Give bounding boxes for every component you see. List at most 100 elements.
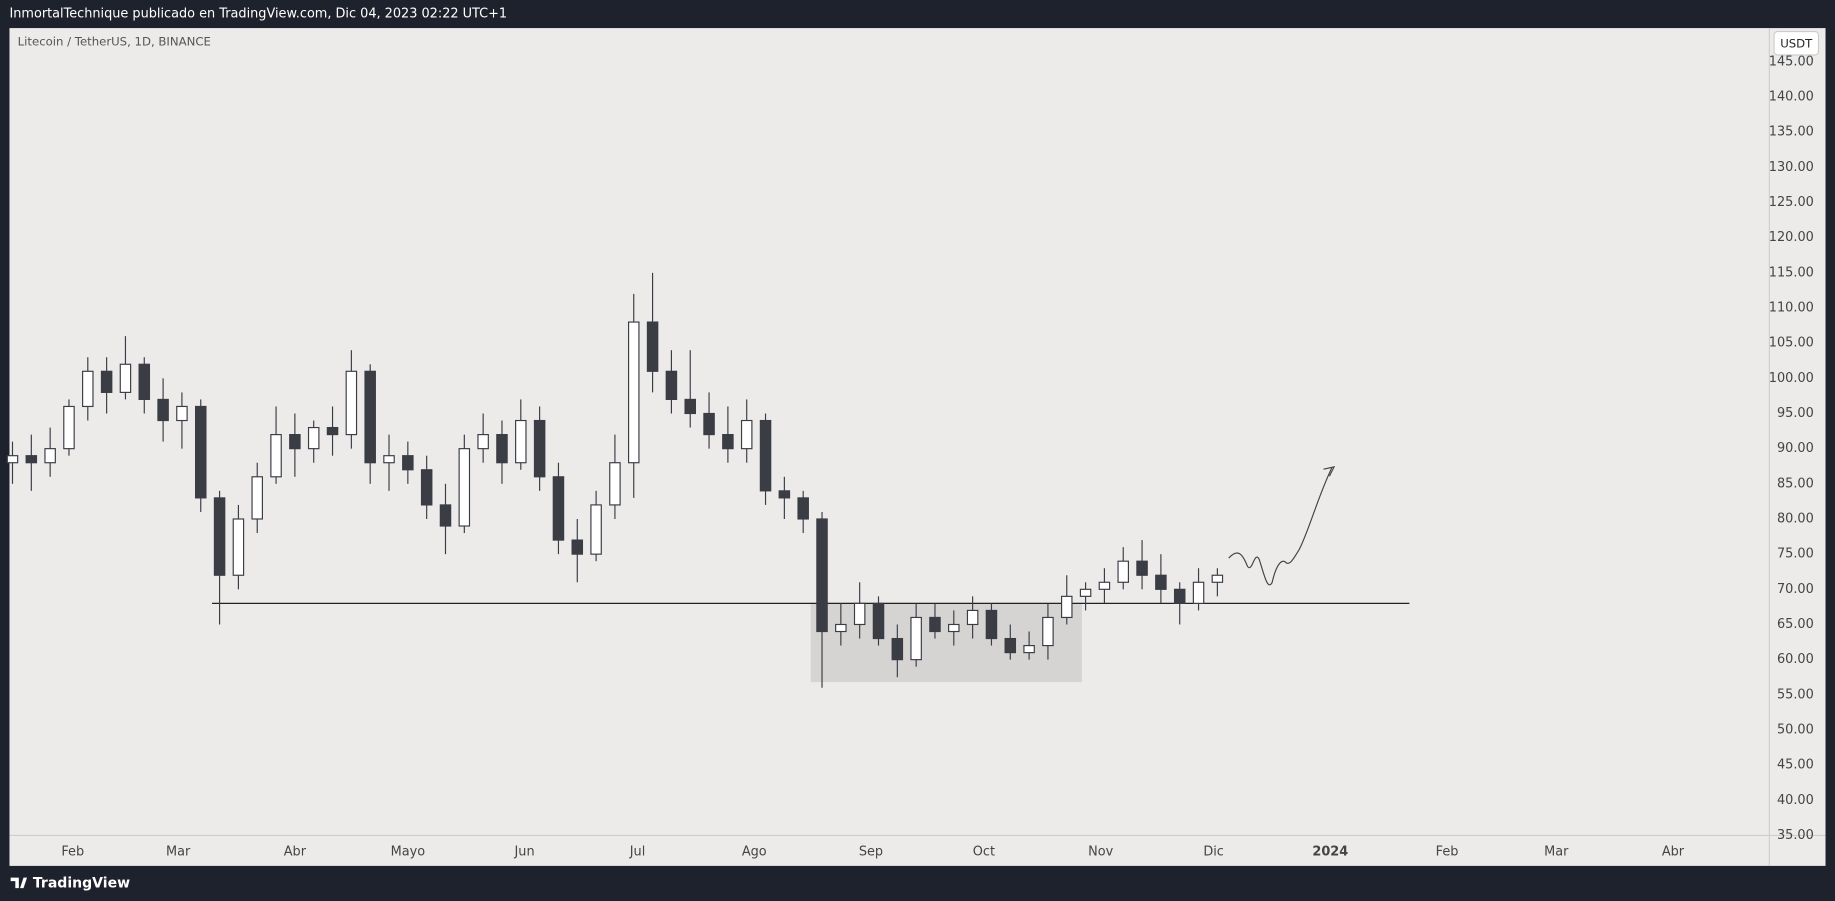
- candle: [63, 399, 75, 456]
- candle-body: [929, 616, 941, 633]
- y-tick-label: 145.00: [1769, 54, 1814, 69]
- candle: [1060, 575, 1073, 625]
- footer-logo[interactable]: TradingView: [10, 875, 130, 891]
- candle: [6, 441, 19, 484]
- candle: [816, 511, 828, 688]
- candle-body: [364, 370, 376, 464]
- y-tick-label: 65.00: [1777, 617, 1814, 632]
- y-tick-label: 95.00: [1777, 406, 1814, 421]
- candle-body: [345, 370, 358, 436]
- candle-body: [590, 504, 602, 555]
- candle: [194, 399, 207, 512]
- candle-body: [82, 370, 94, 408]
- candle-body: [646, 321, 659, 372]
- y-tick-label: 75.00: [1777, 547, 1814, 562]
- candle-body: [778, 490, 791, 499]
- y-tick-label: 85.00: [1777, 476, 1814, 491]
- candle-body: [1117, 560, 1130, 583]
- logo-icon[interactable]: [10, 877, 28, 889]
- candle-body: [1098, 581, 1111, 590]
- candle-body: [496, 434, 508, 464]
- symbol-title: Litecoin / TetherUS, 1D, BINANCE: [18, 35, 211, 49]
- candle: [119, 336, 132, 400]
- candle-body: [1060, 595, 1073, 619]
- x-tick-label: Mar: [1544, 844, 1569, 859]
- candle-body: [816, 518, 828, 633]
- candle-body: [194, 405, 207, 499]
- projection-sketch: [1228, 466, 1336, 586]
- x-tick-label: Abr: [1662, 844, 1685, 859]
- candle-body: [402, 455, 414, 471]
- candle-body: [703, 412, 715, 436]
- candle-body: [665, 370, 678, 401]
- x-tick-label: 2024: [1312, 844, 1348, 859]
- y-tick-label: 70.00: [1777, 582, 1814, 597]
- candle: [929, 603, 941, 639]
- y-tick-label: 60.00: [1777, 652, 1814, 667]
- candle: [1155, 554, 1167, 604]
- candle-body: [44, 448, 56, 464]
- candle: [1023, 631, 1035, 660]
- candle-body: [627, 321, 640, 464]
- y-tick-label: 130.00: [1769, 160, 1814, 175]
- candle-body: [872, 602, 885, 640]
- candle-body: [439, 504, 452, 527]
- candle-body: [853, 602, 866, 626]
- candle-body: [1004, 637, 1017, 654]
- candle: [251, 462, 263, 534]
- candle-body: [533, 419, 546, 478]
- candle-body: [326, 426, 339, 436]
- candle-body: [891, 637, 904, 661]
- candle-body: [948, 623, 960, 633]
- candle: [1192, 568, 1205, 611]
- header: InmortalTechnique publicado en TradingVi…: [9, 7, 507, 22]
- candle: [665, 350, 678, 414]
- y-tick-label: 120.00: [1769, 230, 1814, 245]
- candle-body: [63, 405, 75, 450]
- y-tick-label: 40.00: [1777, 793, 1814, 808]
- candle: [872, 596, 885, 646]
- candle: [345, 350, 358, 449]
- candle: [552, 462, 565, 555]
- y-tick-label: 125.00: [1769, 195, 1814, 210]
- candle-body: [176, 405, 188, 422]
- candle: [1042, 603, 1054, 660]
- candle-body: [1042, 616, 1054, 647]
- y-tick-label: 115.00: [1769, 265, 1814, 280]
- x-tick-label: Mayo: [391, 844, 426, 859]
- candle: [289, 413, 301, 477]
- y-tick-label: 35.00: [1777, 828, 1814, 843]
- candle: [778, 476, 791, 519]
- candle: [515, 399, 527, 470]
- x-tick-label: Abr: [284, 844, 307, 859]
- candle: [100, 357, 113, 414]
- x-tick-label: Sep: [859, 844, 883, 859]
- candle-body: [289, 434, 301, 450]
- candle-body: [1155, 574, 1167, 590]
- currency-label[interactable]: USDT: [1780, 36, 1813, 50]
- candle-body: [797, 497, 809, 520]
- candle: [138, 357, 151, 414]
- candle-body: [966, 609, 979, 626]
- candle: [157, 378, 169, 442]
- candle-body: [138, 363, 151, 401]
- x-tick-label: Jul: [629, 844, 646, 859]
- plot-area: [6, 272, 1410, 688]
- candle-body: [157, 398, 169, 422]
- candle: [948, 610, 960, 646]
- candle: [684, 350, 696, 428]
- footer-brand[interactable]: TradingView: [33, 875, 130, 891]
- y-tick-label: 50.00: [1777, 722, 1814, 737]
- candle: [364, 364, 376, 484]
- x-tick-label: Jun: [514, 844, 535, 859]
- candle-body: [552, 476, 565, 541]
- y-tick-label: 80.00: [1777, 511, 1814, 526]
- candle: [627, 293, 640, 498]
- y-tick-label: 105.00: [1769, 336, 1814, 351]
- candle-body: [25, 455, 38, 464]
- currency-badge[interactable]: [1773, 31, 1820, 56]
- candle-body: [722, 434, 734, 450]
- candle-body: [458, 448, 471, 527]
- candle-body: [232, 518, 245, 576]
